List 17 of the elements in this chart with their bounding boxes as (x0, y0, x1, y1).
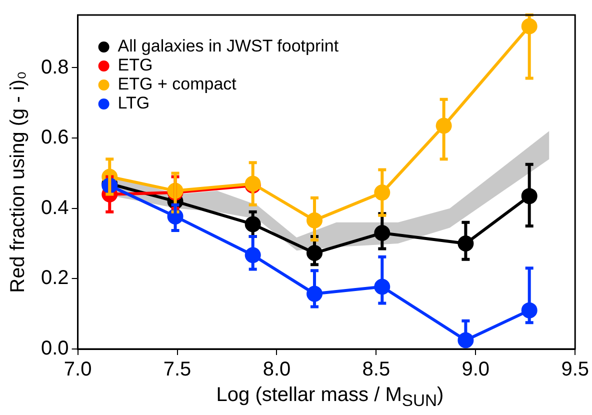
x-tick-label: 9.5 (561, 358, 590, 381)
y-axis-title: Red fraction using (g - i)₀ (6, 71, 30, 293)
x-tick-label: 8.0 (262, 358, 291, 381)
x-tick-label: 7.0 (64, 358, 92, 381)
legend-label: ETG + compact (118, 74, 237, 94)
x-tick-label: 9.0 (462, 358, 490, 381)
x-axis-title: Log (stellar mass / M$_{SUN}$) (215, 383, 445, 412)
y-tick-label: 0.2 (40, 267, 69, 290)
legend-label: LTG (118, 94, 150, 113)
legend-label: All galaxies in JWST footprint (118, 36, 339, 56)
y-tick-label: 0.0 (40, 338, 69, 360)
legend-label: ETG (118, 56, 153, 75)
y-tick-label: 0.4 (40, 196, 69, 219)
y-tick-label: 0.8 (40, 56, 69, 78)
y-tick-label: 0.6 (40, 126, 69, 149)
x-tick-label: 7.5 (163, 358, 192, 381)
x-tick-label: 8.5 (362, 358, 390, 381)
